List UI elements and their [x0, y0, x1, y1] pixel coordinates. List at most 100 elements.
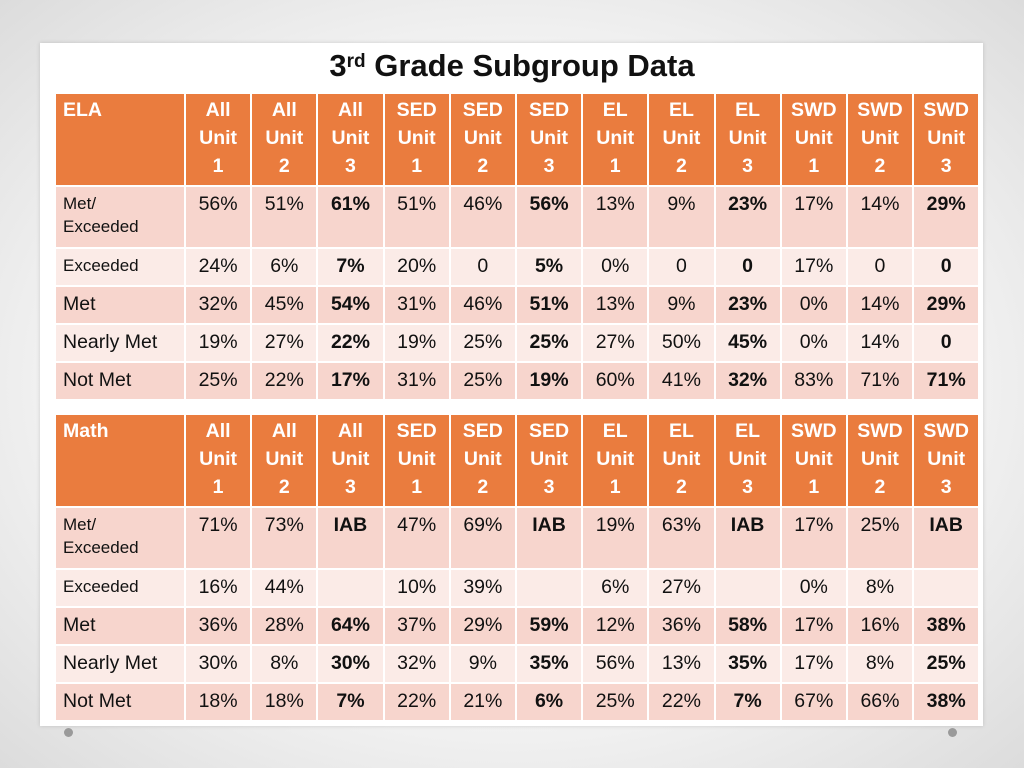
ela-row-label: Nearly Met — [54, 323, 186, 363]
ela-row-label: Met — [54, 285, 186, 325]
ela-row-label: Met/Exceeded — [54, 185, 186, 249]
math-value-cell: 35% — [514, 644, 584, 684]
ela-value-cell: 6% — [250, 247, 319, 287]
ela-header-cell: SWD Unit 2 — [845, 92, 915, 187]
math-header-title: Math — [54, 413, 186, 508]
math-value-cell: 30% — [183, 644, 253, 684]
math-row-label-line: Exceeded — [63, 538, 139, 557]
math-value-cell: 64% — [316, 606, 385, 646]
ela-value-cell: 29% — [912, 185, 981, 249]
math-header-line: 3 — [940, 476, 952, 498]
ela-value-cell: 46% — [448, 185, 517, 249]
ela-value-cell: 22% — [250, 361, 319, 401]
math-value-cell — [713, 568, 782, 608]
math-table-row: Met/Exceeded 71% 73% IAB 47% 69% IAB 19% 63% IAB 1… — [54, 506, 981, 570]
ela-table-row: Nearly Met 19% 27% 22% 19% 25% 25% 27% 50% 45% 0% 1… — [54, 323, 981, 363]
math-value-cell: 6% — [581, 568, 650, 608]
ela-value-cell: 51% — [382, 185, 451, 249]
math-value-cell — [316, 568, 385, 608]
math-header-line: Unit — [463, 448, 502, 470]
math-header-line: 1 — [411, 476, 423, 498]
math-header-line: 3 — [345, 476, 356, 498]
math-value-cell: 39% — [448, 568, 517, 608]
ela-value-cell: 7% — [316, 247, 385, 287]
ela-header-line: All — [271, 99, 297, 121]
math-header-line: SWD — [923, 420, 969, 442]
math-row-label-line: Met — [63, 614, 96, 636]
math-value-cell: 38% — [912, 606, 981, 646]
ela-value-cell: 25% — [448, 361, 517, 401]
math-header-line: SWD — [857, 420, 903, 442]
math-header-cell: EL Unit 3 — [713, 413, 782, 508]
ela-header-line: SWD — [857, 99, 903, 121]
ela-value-cell: 31% — [382, 361, 451, 401]
ela-value-cell: 5% — [514, 247, 584, 287]
math-value-cell: 8% — [845, 644, 915, 684]
math-value-cell: 18% — [250, 682, 319, 722]
math-value-cell: 69% — [448, 506, 517, 570]
ela-row-label-line: Met — [63, 293, 96, 315]
math-row-label: Met — [54, 606, 186, 646]
ela-value-cell: 0% — [581, 247, 650, 287]
math-header-line: 2 — [874, 476, 886, 498]
ela-value-cell: 22% — [316, 323, 385, 363]
math-header-cell: All Unit 1 — [183, 413, 253, 508]
ela-header-cell: SED Unit 2 — [448, 92, 517, 187]
math-value-cell: 17% — [779, 506, 848, 570]
math-header-line: EL — [735, 420, 761, 442]
ela-value-cell: 27% — [581, 323, 650, 363]
ela-value-cell: 0% — [779, 285, 848, 325]
math-value-cell: 29% — [448, 606, 517, 646]
ela-value-cell: 14% — [845, 185, 915, 249]
math-header-line: EL — [602, 420, 628, 442]
math-value-cell: 22% — [382, 682, 451, 722]
math-header-cell: SED Unit 2 — [448, 413, 517, 508]
math-value-cell: 36% — [647, 606, 716, 646]
ela-value-cell: 56% — [183, 185, 253, 249]
math-value-cell: 13% — [647, 644, 716, 684]
corner-dot-left — [64, 728, 73, 737]
ela-header-line: 3 — [345, 155, 356, 177]
math-value-cell: 67% — [779, 682, 848, 722]
math-header-cell: SED Unit 1 — [382, 413, 451, 508]
math-value-cell: 16% — [183, 568, 253, 608]
ela-header-line: Unit — [794, 127, 833, 149]
ela-table-row: Not Met 25% 22% 17% 31% 25% 19% 60% 41% 32% 83% 71%… — [54, 361, 981, 401]
ela-value-cell: 45% — [250, 285, 319, 325]
math-header-line: 3 — [742, 476, 754, 498]
math-header-row: Math All Unit 1 All Unit 2 All Unit 3 SED Unit 1 SED U… — [54, 413, 981, 508]
ela-value-cell: 19% — [382, 323, 451, 363]
math-value-cell: 63% — [647, 506, 716, 570]
ela-row-label-line: Met/ — [63, 194, 97, 213]
corner-dot-right — [948, 728, 957, 737]
ela-header-line: SED — [462, 99, 503, 121]
ela-value-cell: 61% — [316, 185, 385, 249]
ela-header-line: Unit — [530, 127, 568, 149]
ela-value-cell: 17% — [316, 361, 385, 401]
math-value-cell: 28% — [250, 606, 319, 646]
math-table-row: Exceeded 16% 44% 10% 39% 6% 27% 0% 8% — [54, 568, 981, 608]
ela-header-cell: SWD Unit 3 — [912, 92, 981, 187]
math-header-line: 2 — [278, 476, 290, 498]
ela-header-cell: All Unit 1 — [183, 92, 253, 187]
ela-header-line: Unit — [397, 127, 436, 149]
math-value-cell: IAB — [316, 506, 385, 570]
ela-header-line: 2 — [675, 155, 687, 177]
ela-table-row: Met/Exceeded 56% 51% 61% 51% 46% 56% 13% 9% 23% 17… — [54, 185, 981, 249]
math-header-cell: EL Unit 1 — [581, 413, 650, 508]
ela-header-line: SWD — [791, 99, 837, 121]
ela-value-cell: 46% — [448, 285, 517, 325]
ela-value-cell: 0 — [647, 247, 716, 287]
math-value-cell: 56% — [581, 644, 650, 684]
math-header-cell: SWD Unit 2 — [845, 413, 915, 508]
ela-header-cell: EL Unit 3 — [713, 92, 782, 187]
ela-value-cell: 0 — [448, 247, 517, 287]
ela-row-label-line: Nearly Met — [63, 331, 158, 353]
math-value-cell: 21% — [448, 682, 517, 722]
ela-header-line: Unit — [728, 127, 767, 149]
math-value-cell: 36% — [183, 606, 253, 646]
math-header-line: SWD — [791, 420, 837, 442]
math-header-cell: SED Unit 3 — [514, 413, 584, 508]
math-header-line: 2 — [675, 476, 687, 498]
ela-header-cell: SED Unit 1 — [382, 92, 451, 187]
